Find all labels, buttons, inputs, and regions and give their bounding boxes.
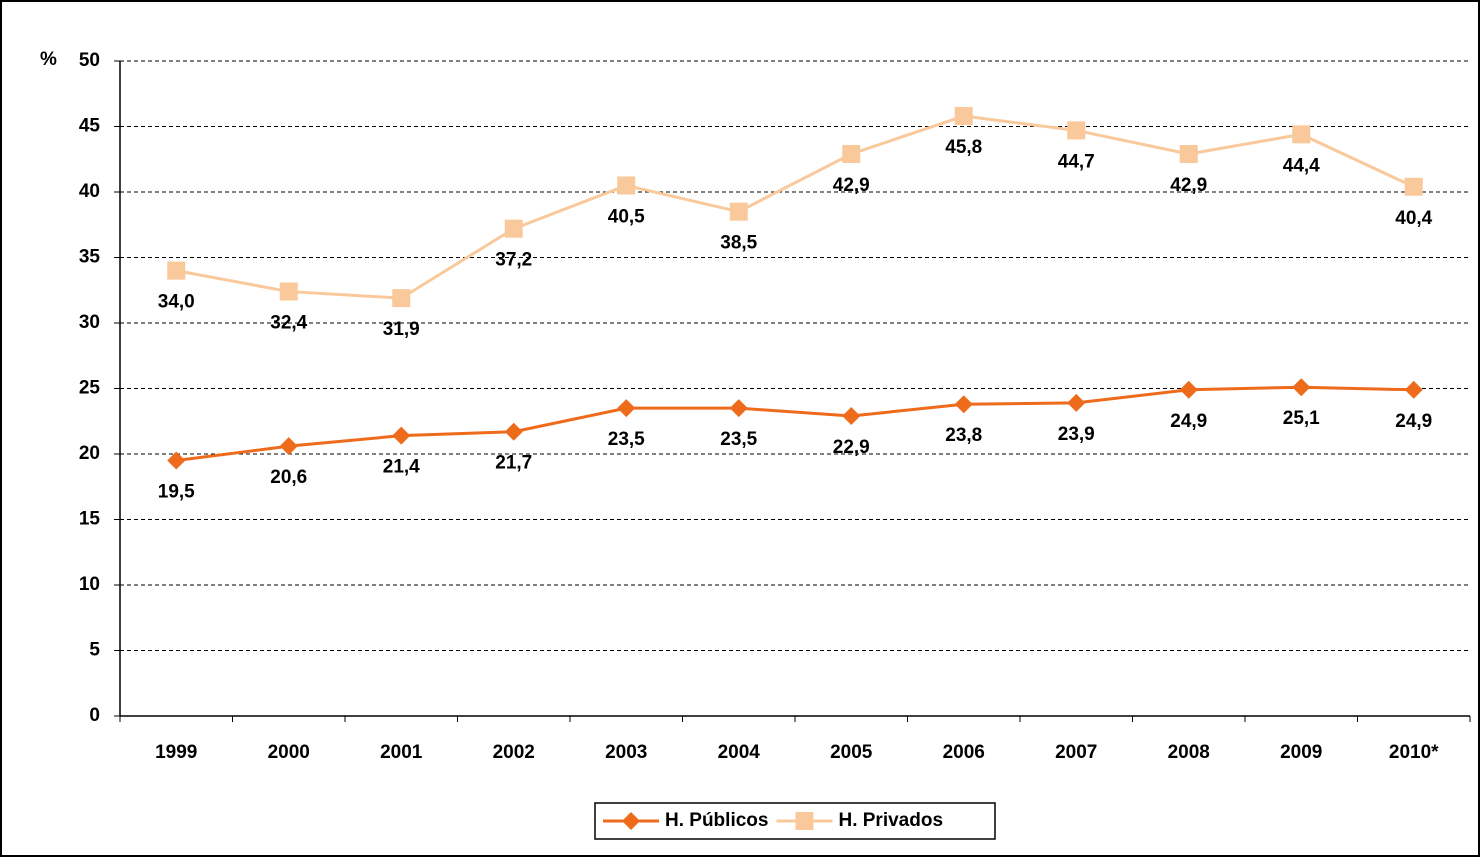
data-label: 23,8 <box>945 425 982 446</box>
data-point <box>729 202 748 221</box>
data-label: 45,8 <box>945 137 982 158</box>
data-label: 23,5 <box>720 429 757 450</box>
data-label: 19,5 <box>158 482 195 503</box>
data-label: 25,1 <box>1283 408 1320 429</box>
data-label: 22,9 <box>833 437 870 458</box>
data-label: 37,2 <box>495 250 532 271</box>
y-tick-label: 30 <box>79 312 100 333</box>
data-label: 21,4 <box>383 457 420 478</box>
y-tick-label: 35 <box>79 247 101 268</box>
series-line <box>175 114 1415 300</box>
x-tick-label: 2002 <box>493 742 535 763</box>
data-point <box>279 282 298 301</box>
legend-label: H. Públicos <box>665 810 768 831</box>
data-label: 21,7 <box>495 453 532 474</box>
data-point <box>617 399 636 418</box>
data-label: 31,9 <box>383 319 420 340</box>
x-tick-label: 2003 <box>605 742 647 763</box>
y-tick-label: 10 <box>79 574 100 595</box>
data-point <box>1067 121 1086 140</box>
data-point <box>392 426 411 445</box>
x-tick-label: 2005 <box>830 742 873 763</box>
x-tick-label: 2006 <box>943 742 985 763</box>
x-tick-label: 2004 <box>718 742 761 763</box>
data-point <box>617 176 636 195</box>
data-label: 20,6 <box>270 467 307 488</box>
y-tick-label: 5 <box>89 640 100 661</box>
y-tick-label: 25 <box>79 378 101 399</box>
data-point <box>504 219 523 238</box>
x-tick-label: 2009 <box>1280 742 1322 763</box>
x-tick-label: 2010* <box>1389 742 1439 763</box>
data-point <box>1179 380 1198 399</box>
x-tick-label: 2008 <box>1168 742 1210 763</box>
data-point <box>954 395 973 414</box>
data-label: 34,0 <box>158 292 195 313</box>
data-label: 32,4 <box>270 313 307 334</box>
data-point <box>1292 378 1311 397</box>
data-point <box>954 107 973 126</box>
y-tick-label: 45 <box>79 116 101 137</box>
data-label: 42,9 <box>1170 175 1207 196</box>
y-axis-label: % <box>40 49 57 70</box>
legend-marker <box>795 812 814 830</box>
data-point <box>1067 393 1086 412</box>
legend-marker <box>622 812 640 830</box>
data-point <box>504 422 523 441</box>
legend-label: H. Privados <box>838 810 943 831</box>
series-line <box>176 385 1414 463</box>
data-label: 23,5 <box>608 429 645 450</box>
data-label: 24,9 <box>1395 411 1432 432</box>
data-point <box>1292 125 1311 144</box>
data-point <box>279 437 298 456</box>
legend: H. Públicos H. Privados <box>594 802 996 840</box>
data-point <box>392 289 411 308</box>
y-tick-label: 20 <box>79 443 100 464</box>
x-tick-label: 2007 <box>1055 742 1097 763</box>
y-tick-label: 0 <box>89 705 100 726</box>
y-tick-label: 40 <box>79 181 100 202</box>
data-point <box>167 451 186 470</box>
data-point <box>729 399 748 418</box>
data-label: 40,4 <box>1395 208 1432 229</box>
data-point <box>1179 145 1198 164</box>
y-tick-label: 50 <box>79 50 100 71</box>
data-point <box>167 261 186 280</box>
x-tick-label: 2001 <box>380 742 423 763</box>
data-point <box>1404 177 1423 196</box>
x-tick-label: 2000 <box>268 742 310 763</box>
y-tick-label: 15 <box>79 509 101 530</box>
data-label: 40,5 <box>608 206 645 227</box>
data-label: 42,9 <box>833 175 870 196</box>
x-tick-label: 1999 <box>155 742 197 763</box>
data-label: 44,7 <box>1058 151 1095 172</box>
data-point <box>842 145 861 164</box>
data-label: 24,9 <box>1170 411 1207 432</box>
data-point <box>842 407 861 426</box>
data-label: 23,9 <box>1058 424 1095 445</box>
data-label: 38,5 <box>720 233 757 254</box>
data-label: 44,4 <box>1283 155 1320 176</box>
data-point <box>1404 380 1423 399</box>
